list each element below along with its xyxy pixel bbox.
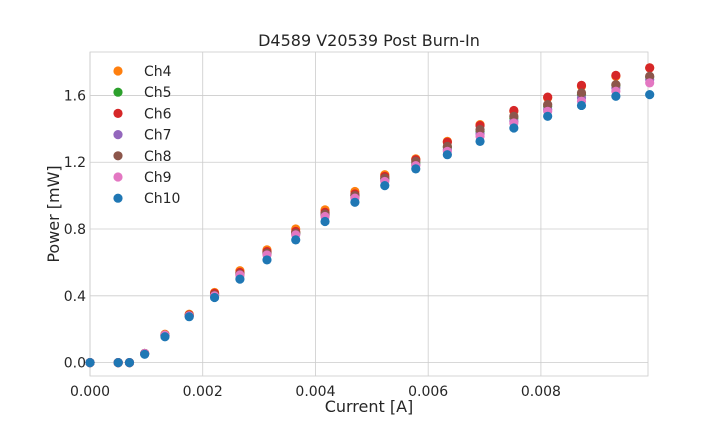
legend-marker: [113, 193, 123, 203]
y-tick-label: 0.0: [64, 356, 86, 372]
data-point: [140, 349, 150, 359]
chart-title: D4589 V20539 Post Burn-In: [258, 31, 480, 50]
data-point: [113, 358, 123, 368]
legend: Ch4 Ch5 Ch6 Ch7 Ch8 Ch9 Ch10: [113, 64, 180, 207]
plot-frame: [89, 51, 649, 377]
data-point: [442, 150, 452, 160]
data-points: [85, 63, 655, 368]
data-point: [543, 92, 553, 102]
data-point: [645, 71, 655, 81]
x-axis-label: Current [A]: [325, 397, 414, 416]
data-point: [645, 89, 655, 100]
x-tick-label: 0.006: [408, 384, 448, 400]
data-point: [611, 70, 621, 80]
plot-background: [90, 52, 648, 376]
x-tick-label: 0.008: [521, 384, 561, 400]
data-point: [411, 164, 421, 174]
data-point: [543, 111, 553, 121]
x-tick-label: 0.004: [295, 384, 335, 400]
legend-marker: [113, 130, 123, 140]
legend-label: Ch6: [144, 106, 172, 122]
data-point: [576, 80, 587, 91]
legend-marker: [113, 151, 123, 161]
data-point: [543, 100, 553, 110]
y-tick-label: 1.6: [64, 88, 86, 104]
data-point: [576, 100, 587, 111]
data-point: [209, 292, 220, 303]
data-point: [509, 111, 519, 121]
grid: [89, 52, 648, 376]
data-point: [645, 63, 655, 73]
legend-marker: [113, 66, 123, 76]
data-point: [124, 358, 135, 368]
plot-area: [85, 51, 655, 377]
legend-marker: [113, 172, 123, 182]
legend-label: Ch10: [144, 191, 180, 207]
data-point: [611, 91, 621, 101]
legend-marker: [113, 87, 123, 97]
y-axis-label: Power [mW]: [44, 165, 63, 262]
data-point: [475, 136, 485, 146]
data-point: [611, 79, 621, 90]
data-point: [576, 88, 587, 98]
y-axis-ticks: 0.0 0.4 0.8 1.2 1.6: [64, 88, 86, 371]
plot-border: [89, 51, 649, 377]
data-point: [160, 332, 170, 342]
series-ch10: [85, 89, 655, 368]
y-tick-label: 0.4: [64, 289, 86, 305]
legend-label: Ch9: [144, 170, 172, 186]
data-point: [509, 123, 519, 133]
data-point: [235, 274, 245, 284]
data-point: [350, 197, 360, 207]
data-point: [85, 358, 95, 368]
data-point: [184, 312, 194, 322]
data-point: [262, 255, 272, 265]
x-tick-label: 0.000: [70, 384, 110, 400]
legend-marker: [113, 108, 123, 118]
data-point: [645, 78, 655, 88]
legend-label: Ch5: [144, 85, 172, 101]
x-tick-label: 0.002: [183, 384, 223, 400]
y-tick-label: 0.8: [64, 222, 86, 238]
data-point: [320, 216, 330, 227]
data-point: [475, 125, 485, 135]
x-axis-ticks: 0.000 0.002 0.004 0.006 0.008: [70, 384, 561, 400]
data-point: [380, 181, 390, 191]
legend-label: Ch4: [144, 64, 172, 80]
legend-label: Ch8: [144, 149, 172, 165]
legend-label: Ch7: [144, 128, 172, 144]
data-point: [291, 235, 301, 245]
y-tick-label: 1.2: [64, 155, 86, 171]
